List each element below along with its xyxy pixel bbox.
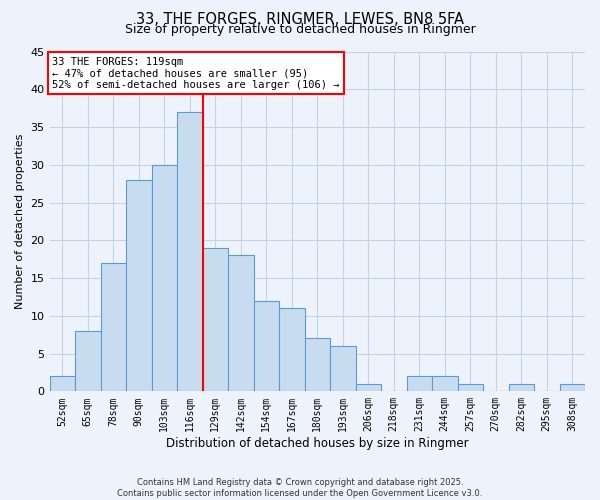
Bar bbox=[509, 384, 534, 392]
Bar bbox=[101, 263, 126, 392]
Bar bbox=[560, 384, 585, 392]
Bar bbox=[228, 256, 254, 392]
Bar bbox=[407, 376, 432, 392]
Bar bbox=[50, 376, 75, 392]
X-axis label: Distribution of detached houses by size in Ringmer: Distribution of detached houses by size … bbox=[166, 437, 469, 450]
Bar bbox=[254, 300, 279, 392]
Bar bbox=[458, 384, 483, 392]
Text: 33 THE FORGES: 119sqm
← 47% of detached houses are smaller (95)
52% of semi-deta: 33 THE FORGES: 119sqm ← 47% of detached … bbox=[52, 56, 340, 90]
Text: 33, THE FORGES, RINGMER, LEWES, BN8 5FA: 33, THE FORGES, RINGMER, LEWES, BN8 5FA bbox=[136, 12, 464, 28]
Bar bbox=[330, 346, 356, 392]
Bar bbox=[126, 180, 152, 392]
Bar bbox=[356, 384, 381, 392]
Text: Contains HM Land Registry data © Crown copyright and database right 2025.
Contai: Contains HM Land Registry data © Crown c… bbox=[118, 478, 482, 498]
Y-axis label: Number of detached properties: Number of detached properties bbox=[15, 134, 25, 309]
Bar bbox=[305, 338, 330, 392]
Bar bbox=[203, 248, 228, 392]
Bar bbox=[432, 376, 458, 392]
Text: Size of property relative to detached houses in Ringmer: Size of property relative to detached ho… bbox=[125, 22, 475, 36]
Bar bbox=[152, 165, 177, 392]
Bar bbox=[75, 331, 101, 392]
Bar bbox=[177, 112, 203, 392]
Bar bbox=[279, 308, 305, 392]
